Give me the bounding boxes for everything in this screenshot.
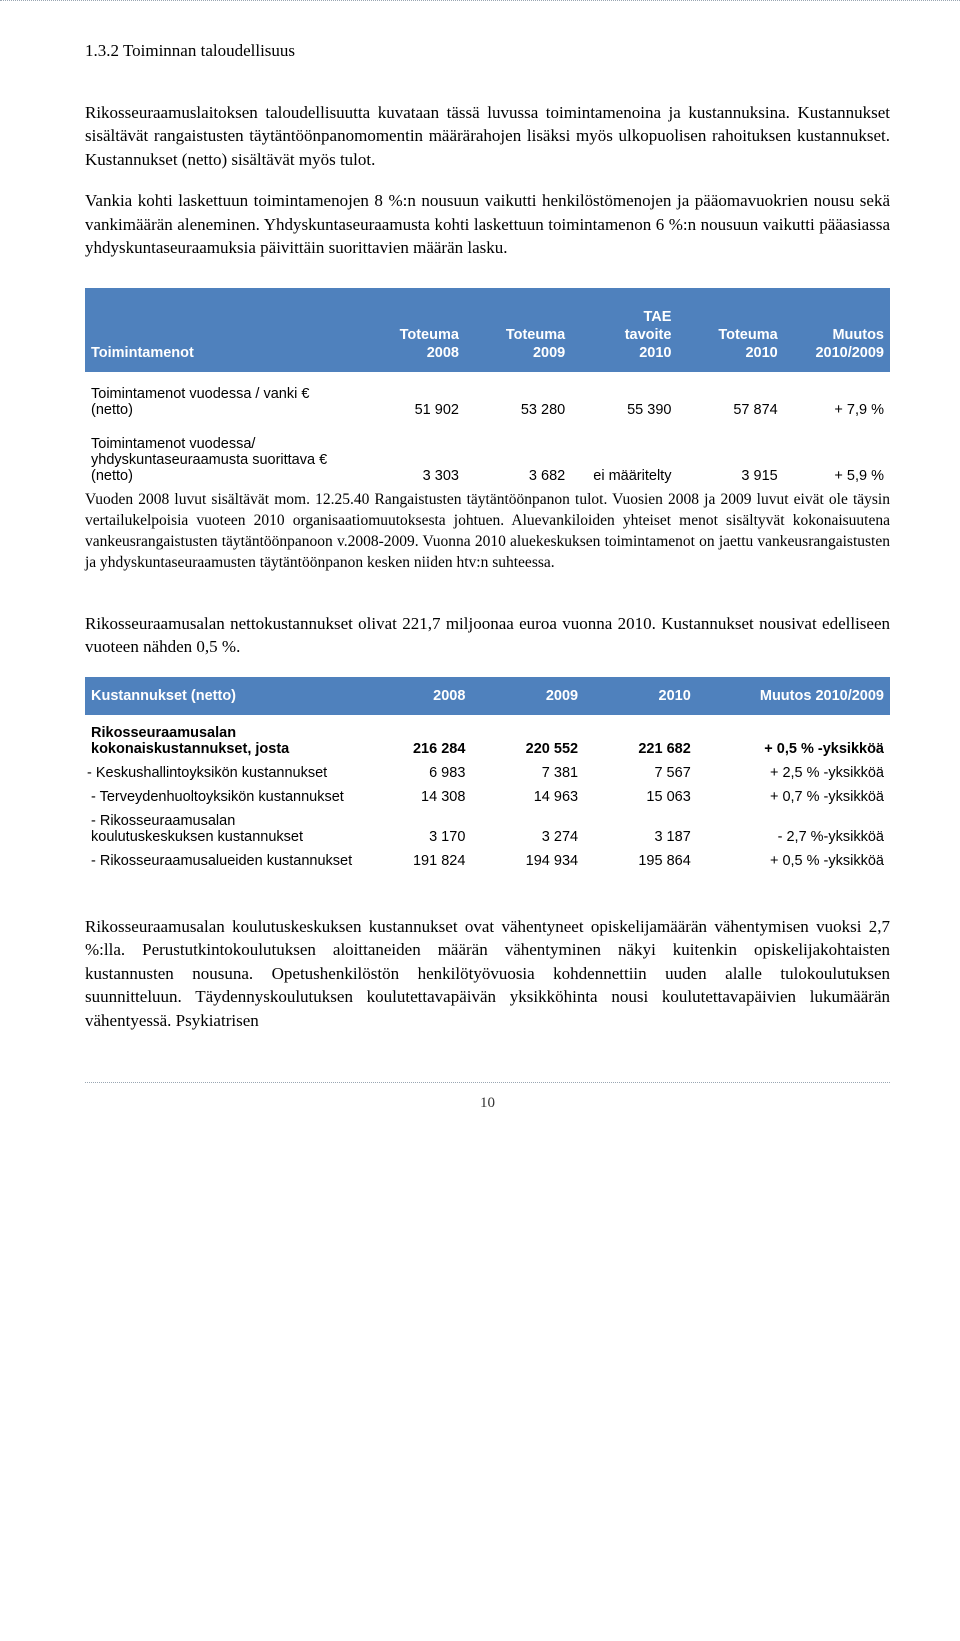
t2-h1: 2008 (359, 677, 472, 715)
t1-r0c3: 55 390 (571, 382, 677, 422)
t2-r1c3: 7 567 (584, 761, 697, 785)
t1-h0: Toimintamenot (85, 288, 359, 372)
t2-r2c0: - Terveydenhuoltoyksikön kustannukset (85, 785, 359, 809)
table-row: - Terveydenhuoltoyksikön kustannukset 14… (85, 785, 890, 809)
t2-r4c1: 191 824 (359, 849, 472, 873)
t2-h4: Muutos 2010/2009 (697, 677, 890, 715)
table-row: Rikosseuraamusalan kokonaiskustannukset,… (85, 715, 890, 761)
t1-h1: Toteuma2008 (359, 288, 465, 372)
t2-h3: 2010 (584, 677, 697, 715)
t2-r3c2: 3 274 (471, 809, 584, 849)
paragraph-4: Rikosseuraamusalan koulutuskeskuksen kus… (85, 915, 890, 1032)
table-row: Toimintamenot vuodessa/ yhdyskuntaseuraa… (85, 432, 890, 488)
t2-r4c4: + 0,5 % -yksikköä (697, 849, 890, 873)
t1-r1c5: + 5,9 % (784, 432, 890, 488)
page-number: 10 (85, 1095, 890, 1112)
t2-h2: 2009 (471, 677, 584, 715)
t2-r2c1: 14 308 (359, 785, 472, 809)
table-toimintamenot: Toimintamenot Toteuma2008 Toteuma2009 TA… (85, 288, 890, 488)
t2-r4c3: 195 864 (584, 849, 697, 873)
t1-r0c2: 53 280 (465, 382, 571, 422)
t1-h4: Toteuma2010 (677, 288, 783, 372)
t1-r0c1: 51 902 (359, 382, 465, 422)
t2-r1c1: 6 983 (359, 761, 472, 785)
table-row: Toimintamenot vuodessa / vanki € (netto)… (85, 382, 890, 422)
section-heading: 1.3.2 Toiminnan taloudellisuus (85, 41, 890, 61)
t2-r4c2: 194 934 (471, 849, 584, 873)
t2-r0c3: 221 682 (584, 715, 697, 761)
t2-r1c2: 7 381 (471, 761, 584, 785)
t2-r0c1: 216 284 (359, 715, 472, 761)
bottom-rule (85, 1082, 890, 1083)
t2-r3c4: - 2,7 %-yksikköä (697, 809, 890, 849)
t2-r4c0: - Rikosseuraamusalueiden kustannukset (85, 849, 359, 873)
t1-r0c0: Toimintamenot vuodessa / vanki € (netto) (85, 382, 359, 422)
paragraph-1: Rikosseuraamuslaitoksen taloudellisuutta… (85, 101, 890, 171)
t2-r3c1: 3 170 (359, 809, 472, 849)
table-row: - Keskushallintoyksikön kustannukset 6 9… (85, 761, 890, 785)
table-row: - Rikosseuraamusalueiden kustannukset 19… (85, 849, 890, 873)
t1-r1c2: 3 682 (465, 432, 571, 488)
t2-r0c2: 220 552 (471, 715, 584, 761)
t1-r1c1: 3 303 (359, 432, 465, 488)
t1-r1c4: 3 915 (677, 432, 783, 488)
t1-h2: Toteuma2009 (465, 288, 571, 372)
table1-header-row: Toimintamenot Toteuma2008 Toteuma2009 TA… (85, 288, 890, 372)
t2-r3c0: - Rikosseuraamusalan koulutuskeskuksen k… (85, 809, 359, 849)
table2-header-row: Kustannukset (netto) 2008 2009 2010 Muut… (85, 677, 890, 715)
t2-r0c4: + 0,5 % -yksikköä (697, 715, 890, 761)
t2-r0c0: Rikosseuraamusalan kokonaiskustannukset,… (85, 715, 359, 761)
table-kustannukset: Kustannukset (netto) 2008 2009 2010 Muut… (85, 677, 890, 873)
t1-r1c3: ei määritelty (571, 432, 677, 488)
page-content: 1.3.2 Toiminnan taloudellisuus Rikosseur… (0, 1, 960, 1142)
table1-footnote: Vuoden 2008 luvut sisältävät mom. 12.25.… (85, 490, 890, 574)
t1-h5: Muutos2010/2009 (784, 288, 890, 372)
t2-r2c3: 15 063 (584, 785, 697, 809)
t1-r0c5: + 7,9 % (784, 382, 890, 422)
t2-r2c4: + 0,7 % -yksikköä (697, 785, 890, 809)
t1-r0c4: 57 874 (677, 382, 783, 422)
table-row: - Rikosseuraamusalan koulutuskeskuksen k… (85, 809, 890, 849)
t2-r1c0: - Keskushallintoyksikön kustannukset (85, 761, 359, 785)
t2-r2c2: 14 963 (471, 785, 584, 809)
t2-r3c3: 3 187 (584, 809, 697, 849)
t2-r1c4: + 2,5 % -yksikköä (697, 761, 890, 785)
t2-h0: Kustannukset (netto) (85, 677, 359, 715)
paragraph-3: Rikosseuraamusalan nettokustannukset oli… (85, 612, 890, 659)
t1-r1c0: Toimintamenot vuodessa/ yhdyskuntaseuraa… (85, 432, 359, 488)
t1-h3: TAEtavoite2010 (571, 288, 677, 372)
paragraph-2: Vankia kohti laskettuun toimintamenojen … (85, 189, 890, 259)
